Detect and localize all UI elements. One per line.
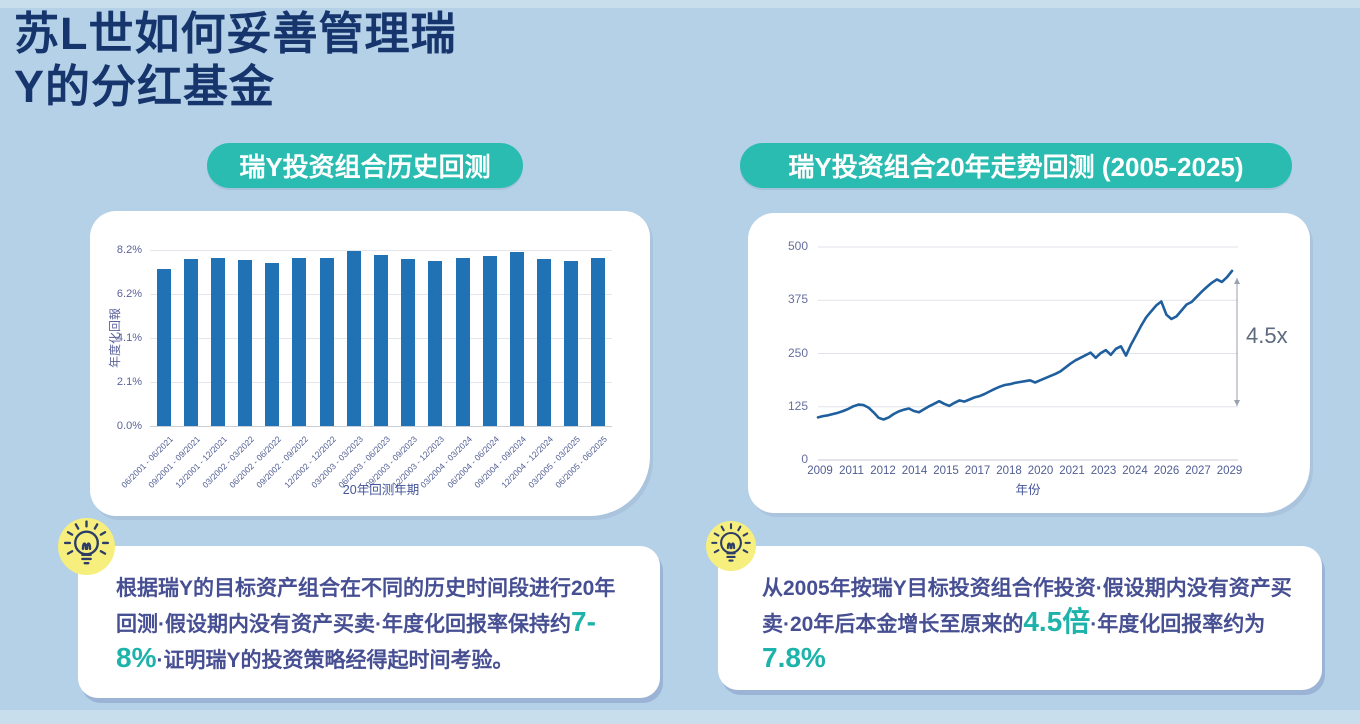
arrowhead	[1234, 278, 1240, 284]
bar-chart-x-axis-title: 20年回测年期	[342, 483, 420, 497]
historical-backtest-card: 年度化回報 0.0% 2.1% 4.1% 6.2% 8.2% 06/2001 - 06/…	[90, 211, 650, 516]
right-note-box: 从2005年按瑞Y目标投资组合作投资·假设期内没有资产买卖·20年后本金增长至原…	[718, 546, 1322, 690]
bar	[455, 257, 470, 426]
bar	[537, 258, 552, 426]
bar	[482, 256, 497, 426]
right-chart-badge-label: 瑞Y投资组合20年走势回测 (2005-2025)	[788, 152, 1244, 182]
left-note-text: 根据瑞Y的目标资产组合在不同的历史时间段进行20年回测·假设期内没有资产买卖·年…	[78, 546, 660, 677]
bar	[265, 262, 280, 426]
x-tick-label: 2009	[807, 465, 833, 477]
right-note-text: 从2005年按瑞Y目标投资组合作投资·假设期内没有资产买卖·20年后本金增长至原…	[718, 546, 1322, 677]
bar	[346, 251, 361, 426]
y-tick-label: 2.1%	[116, 376, 142, 388]
bar	[428, 260, 443, 426]
x-tick-label: 2014	[901, 465, 928, 477]
x-tick-label: 2021	[1059, 465, 1085, 477]
y-tick-label: 125	[787, 398, 808, 413]
y-tick-label: 6.2%	[116, 288, 142, 300]
bar-chart	[150, 250, 612, 427]
bar	[374, 255, 388, 426]
line-chart	[816, 246, 1240, 461]
highlighted-figure: 7.8%	[762, 642, 826, 673]
y-tick-label: 0	[801, 452, 808, 466]
trend-backtest-card: 0 125 250 375 500 2009 2011 2012 2014 2015 2017 20…	[748, 213, 1310, 513]
gridline	[150, 250, 612, 251]
arrowhead	[1234, 400, 1240, 406]
x-tick-label: 2029	[1216, 465, 1243, 477]
bar	[292, 257, 307, 426]
growth-multiple-annotation: 4.5x	[1246, 323, 1288, 348]
bar	[210, 257, 225, 426]
bar	[238, 259, 253, 426]
x-tick-label: 2026	[1153, 465, 1180, 477]
bar	[591, 257, 606, 426]
line-chart-x-axis-title: 年份	[1015, 483, 1041, 497]
bar	[319, 257, 334, 426]
note-segment: 从2005年按瑞Y目标投资组合作投资·假设期内没有资产买卖·20年后本金增长至原…	[762, 577, 1292, 636]
y-tick-label: 4.1%	[116, 332, 142, 344]
y-tick-label: 8.2%	[116, 244, 142, 256]
y-tick-label: 500	[787, 239, 808, 253]
note-segment: ·证明瑞Y的投资策略经得起时间考验。	[156, 649, 514, 672]
lightbulb-icon	[58, 518, 115, 575]
x-tick-label: 2012	[870, 465, 896, 477]
bar	[509, 252, 524, 426]
trend-line	[816, 269, 1234, 421]
highlighted-figure: 4.5倍	[1023, 606, 1091, 637]
x-tick-label: 2020	[1027, 465, 1054, 477]
x-tick-label: 2017	[964, 465, 991, 477]
bar	[401, 258, 416, 426]
bar	[156, 269, 171, 426]
left-note-box: 根据瑞Y的目标资产组合在不同的历史时间段进行20年回测·假设期内没有资产买卖·年…	[78, 546, 660, 698]
gridline	[150, 426, 612, 427]
bar	[564, 260, 579, 426]
x-tick-label: 2027	[1185, 465, 1211, 477]
x-tick-label: 2023	[1090, 465, 1117, 477]
x-tick-label: 2024	[1122, 465, 1148, 477]
note-segment: 根据瑞Y的目标资产组合在不同的历史时间段进行20年回测·假设期内没有资产买卖·年…	[116, 577, 616, 636]
highlighted-figure: 7-8%	[116, 606, 596, 673]
bottom-light-strip	[0, 710, 1360, 724]
lightbulb-icon	[706, 521, 756, 571]
page-title: 苏L世如何妥善管理瑞 Y的分红基金	[14, 8, 457, 112]
left-chart-badge-label: 瑞Y投资组合历史回测	[239, 152, 491, 182]
right-chart-badge: 瑞Y投资组合20年走势回测 (2005-2025)	[740, 143, 1292, 188]
note-segment: ·年度化回报率约为	[1090, 613, 1266, 636]
bar	[183, 258, 198, 426]
x-tick-label: 2015	[933, 465, 959, 477]
y-tick-label: 250	[787, 345, 808, 360]
left-chart-badge: 瑞Y投资组合历史回测	[207, 143, 523, 188]
top-light-strip	[0, 0, 1360, 8]
y-tick-label: 0.0%	[116, 420, 142, 432]
x-tick-label: 2018	[996, 465, 1022, 477]
y-tick-label: 375	[787, 292, 808, 307]
x-tick-label: 2011	[839, 465, 864, 477]
